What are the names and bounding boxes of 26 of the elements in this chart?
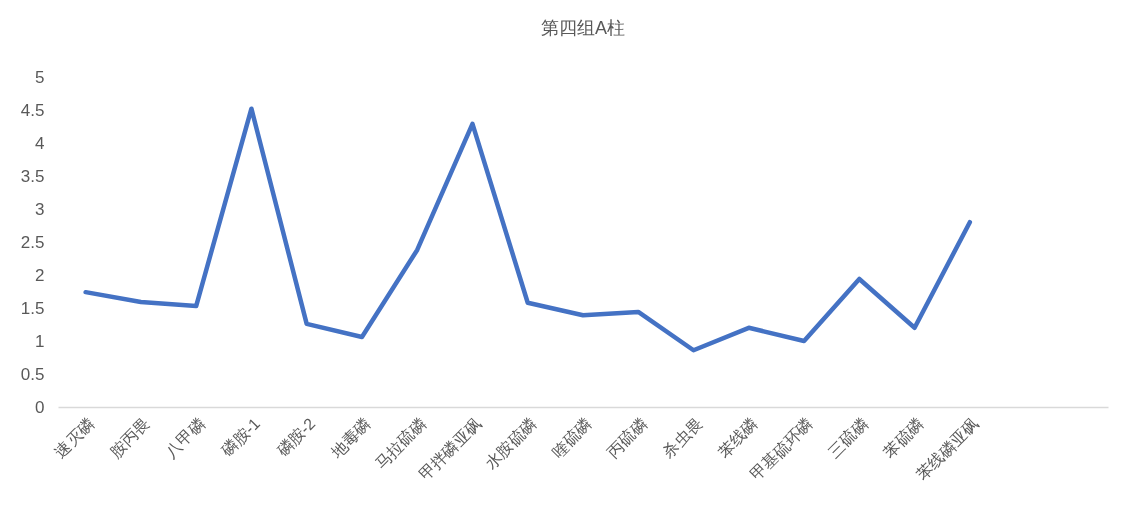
y-tick-label: 0 xyxy=(35,397,45,417)
y-tick-label: 2 xyxy=(35,265,45,285)
y-tick-label: 0.5 xyxy=(20,364,45,384)
y-tick-label: 5 xyxy=(35,67,45,87)
x-tick-label: 杀虫畏 xyxy=(659,414,706,461)
y-tick-label: 1.5 xyxy=(20,298,45,318)
x-tick-label: 速灭磷 xyxy=(51,414,98,461)
y-tick-label: 2.5 xyxy=(20,232,45,252)
y-tick-label: 4.5 xyxy=(20,100,45,120)
y-tick-label: 3 xyxy=(35,199,45,219)
x-tick-label: 磷胺-2 xyxy=(273,414,319,461)
line-series xyxy=(83,106,973,353)
y-tick-label: 1 xyxy=(35,331,45,351)
x-tick-label: 水胺硫磷 xyxy=(482,414,540,473)
x-tick-label: 苯硫磷 xyxy=(880,414,927,461)
x-tick-label: 丙硫磷 xyxy=(604,414,651,461)
chart-title: 第四组A柱 xyxy=(540,18,626,38)
x-tick-label: 苯线磷 xyxy=(714,414,761,461)
x-tick-label: 三硫磷 xyxy=(825,414,872,461)
x-tick-label: 磷胺-1 xyxy=(217,414,264,461)
y-tick-label: 4 xyxy=(35,133,45,153)
x-tick-label: 八甲磷 xyxy=(162,414,208,461)
x-tick-label: 胺丙畏 xyxy=(106,414,153,461)
y-tick-label: 3.5 xyxy=(20,166,45,186)
x-tick-label: 地毒磷 xyxy=(327,414,374,462)
x-tick-label: 喹硫磷 xyxy=(548,414,595,461)
